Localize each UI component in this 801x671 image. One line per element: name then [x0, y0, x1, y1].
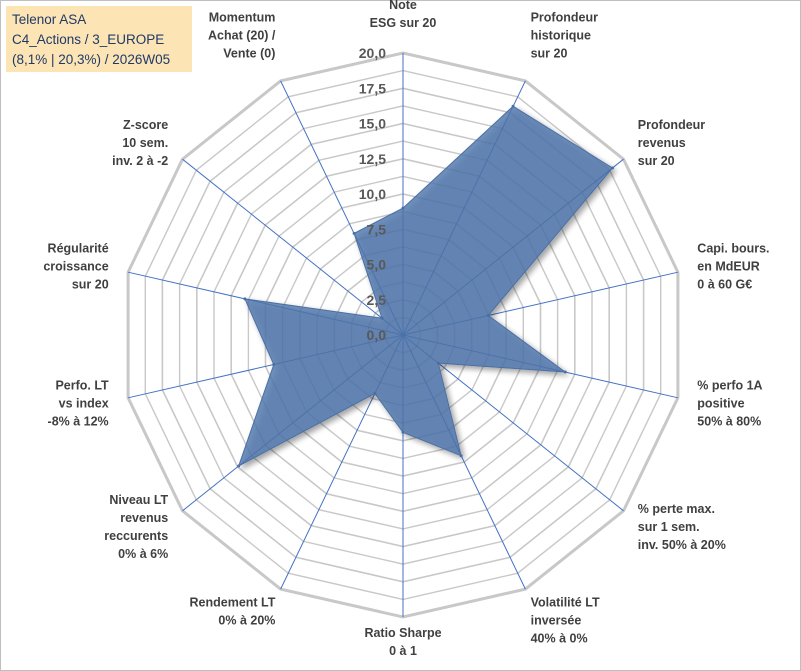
data-point [373, 391, 377, 395]
axis-label: Profondeur historique sur 20 [531, 11, 598, 61]
axis-label-line: 50% à 80% [697, 415, 761, 429]
axis-label: Rendement LT 0% à 20% [190, 596, 276, 628]
axis-label-line: positive [697, 397, 744, 411]
data-point [401, 430, 405, 434]
tick-label: 17,5 [359, 80, 386, 96]
axis-label-line: Régularité [48, 242, 109, 256]
data-point [611, 166, 614, 170]
axis-label: Perfo. LT vs index -8% à 12% [48, 379, 110, 429]
axis-label-line: inversée [531, 614, 582, 628]
axis-label: Ratio Sharpe 0 à 1 [364, 626, 441, 658]
axis-label: Momentum Achat (20) / Vente (0) [208, 11, 276, 61]
axis-label-line: revenus [120, 511, 168, 525]
axis-label-line: inv. 2 à -2 [112, 154, 168, 168]
tick-label: 12,5 [359, 151, 386, 167]
axis-label: Volatilité LT inversée 40% à 0% [531, 596, 600, 646]
axis-label-line: Note [389, 0, 417, 12]
axis-label: Niveau LT revenus reccurents 0% à 6% [104, 493, 168, 561]
axis-label: Note ESG sur 20 [370, 0, 437, 30]
radar-series [237, 104, 614, 468]
radial-tick-labels: 0,0 2,5 5,0 7,5 10,0 12,5 15,0 17,5 20,0 [359, 45, 386, 343]
axis-label-line: 40% à 0% [531, 632, 588, 646]
axis-label-line: 10 sem. [122, 136, 168, 150]
title-box: Telenor ASA C4_Actions / 3_EUROPE (8,1% … [6, 6, 192, 72]
data-point [243, 297, 247, 301]
data-point [436, 361, 440, 365]
axis-label-line: reccurents [104, 529, 168, 543]
axis-label-line: Rendement LT [190, 596, 276, 610]
axis-label-line: Profondeur [531, 11, 598, 25]
data-point [459, 454, 463, 458]
data-point [486, 314, 490, 317]
tick-label: 0,0 [367, 327, 387, 343]
axis-label-line: ESG sur 20 [370, 16, 437, 30]
category-label: C4_Actions / 3_EUROPE [12, 32, 165, 47]
axis-label-line: Capi. bours. [697, 242, 769, 256]
data-point [511, 104, 515, 108]
axis-label-line: revenus [638, 136, 686, 150]
axis-label-line: sur 20 [531, 47, 568, 61]
tick-label: 5,0 [367, 257, 387, 273]
axis-label: % perte max. sur 1 sem. inv. 50% à 20% [638, 502, 726, 552]
axis-label-line: 0% à 20% [218, 614, 275, 628]
axis-label-line: Profondeur [638, 118, 705, 132]
axis-label-line: vs index [59, 397, 109, 411]
axis-label-line: Vente (0) [223, 47, 275, 61]
data-point [401, 206, 405, 210]
axis-label: % perfo 1A positive 50% à 80% [697, 379, 762, 429]
axis-label-line: Z-score [123, 118, 168, 132]
axis-spoke [402, 334, 624, 512]
data-point [352, 231, 356, 235]
axis-label-line: Niveau LT [109, 493, 168, 507]
tick-label: 7,5 [367, 221, 387, 237]
axis-label-line: 0 à 1 [389, 644, 417, 658]
axis-label-line: Momentum [209, 11, 276, 25]
period-label: (8,1% | 20,3%) / 2026W05 [12, 52, 171, 67]
axis-label-line: Volatilité LT [531, 596, 600, 610]
axis-label-line: historique [531, 29, 591, 43]
axis-label-line: -8% à 12% [48, 415, 109, 429]
axis-label-line: Achat (20) / [208, 29, 276, 43]
axis-label-line: Perfo. LT [55, 379, 109, 393]
tick-label: 20,0 [359, 45, 386, 61]
axis-label-line: croissance [43, 260, 108, 274]
axis-label-line: en MdEUR [697, 260, 760, 274]
axis-label-line: 0% à 6% [118, 547, 168, 561]
tick-label: 2,5 [367, 292, 387, 308]
axis-label: Capi. bours. en MdEUR 0 à 60 G€ [697, 242, 769, 292]
data-point [272, 363, 276, 366]
data-point [380, 316, 384, 320]
axis-label-line: % perfo 1A [697, 379, 762, 393]
axis-spoke [182, 158, 404, 336]
axis-label: Profondeur revenus sur 20 [638, 118, 705, 168]
axis-label-line: Ratio Sharpe [364, 626, 441, 640]
axis-label-line: sur 1 sem. [638, 520, 700, 534]
axis-label-line: sur 20 [638, 154, 675, 168]
axis-label-line: 0 à 60 G€ [697, 278, 752, 292]
axis-labels: Note ESG sur 20 Profondeur historique sur 20… [43, 0, 769, 658]
axis-label: Régularité croissance sur 20 [43, 242, 108, 292]
tick-label: 10,0 [359, 186, 386, 202]
axis-label-line: inv. 50% à 20% [638, 538, 726, 552]
axis-label: Z-score 10 sem. inv. 2 à -2 [112, 118, 168, 168]
data-point [237, 464, 241, 468]
company-name: Telenor ASA [12, 12, 87, 27]
data-point [563, 370, 567, 374]
tick-label: 15,0 [359, 116, 386, 132]
axis-label-line: sur 20 [72, 278, 109, 292]
axis-label-line: % perte max. [638, 502, 715, 516]
